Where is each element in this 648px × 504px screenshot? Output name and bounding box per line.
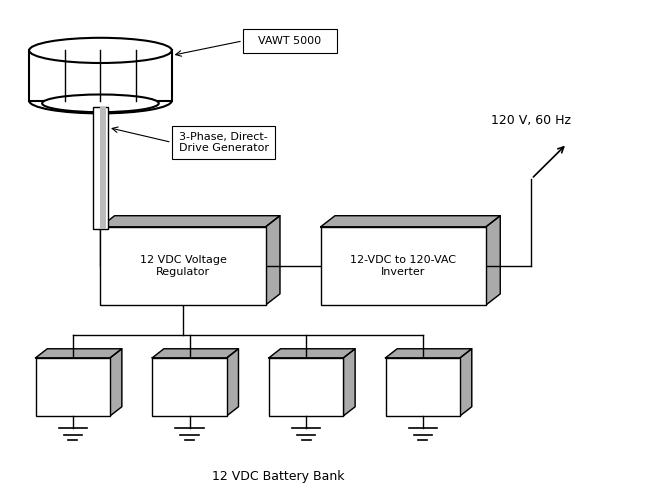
Polygon shape bbox=[460, 349, 472, 416]
Polygon shape bbox=[110, 349, 122, 416]
Polygon shape bbox=[227, 349, 238, 416]
Bar bbox=[36, 358, 110, 416]
Polygon shape bbox=[152, 349, 238, 358]
Bar bbox=[172, 126, 275, 159]
Polygon shape bbox=[100, 216, 280, 227]
Polygon shape bbox=[36, 349, 122, 358]
Polygon shape bbox=[386, 349, 472, 358]
Bar bbox=[100, 107, 106, 229]
Bar bbox=[93, 107, 108, 229]
Bar bbox=[152, 358, 227, 416]
Bar bbox=[269, 358, 343, 416]
Ellipse shape bbox=[42, 95, 159, 112]
Text: 120 V, 60 Hz: 120 V, 60 Hz bbox=[491, 114, 572, 128]
Text: 12-VDC to 120-VAC
Inverter: 12-VDC to 120-VAC Inverter bbox=[351, 255, 456, 277]
Polygon shape bbox=[343, 349, 355, 416]
Text: 12 VDC Battery Bank: 12 VDC Battery Bank bbox=[213, 470, 345, 483]
Bar bbox=[243, 29, 337, 53]
Bar bbox=[386, 358, 460, 416]
Polygon shape bbox=[266, 216, 280, 305]
Text: 12 VDC Voltage
Regulator: 12 VDC Voltage Regulator bbox=[139, 255, 227, 277]
Text: VAWT 5000: VAWT 5000 bbox=[259, 36, 321, 46]
Text: 3-Phase, Direct-
Drive Generator: 3-Phase, Direct- Drive Generator bbox=[179, 132, 268, 153]
Bar bbox=[321, 227, 486, 305]
Ellipse shape bbox=[29, 38, 172, 63]
Polygon shape bbox=[486, 216, 500, 305]
Polygon shape bbox=[321, 216, 500, 227]
Bar bbox=[29, 50, 172, 101]
Bar bbox=[100, 227, 266, 305]
Polygon shape bbox=[269, 349, 355, 358]
